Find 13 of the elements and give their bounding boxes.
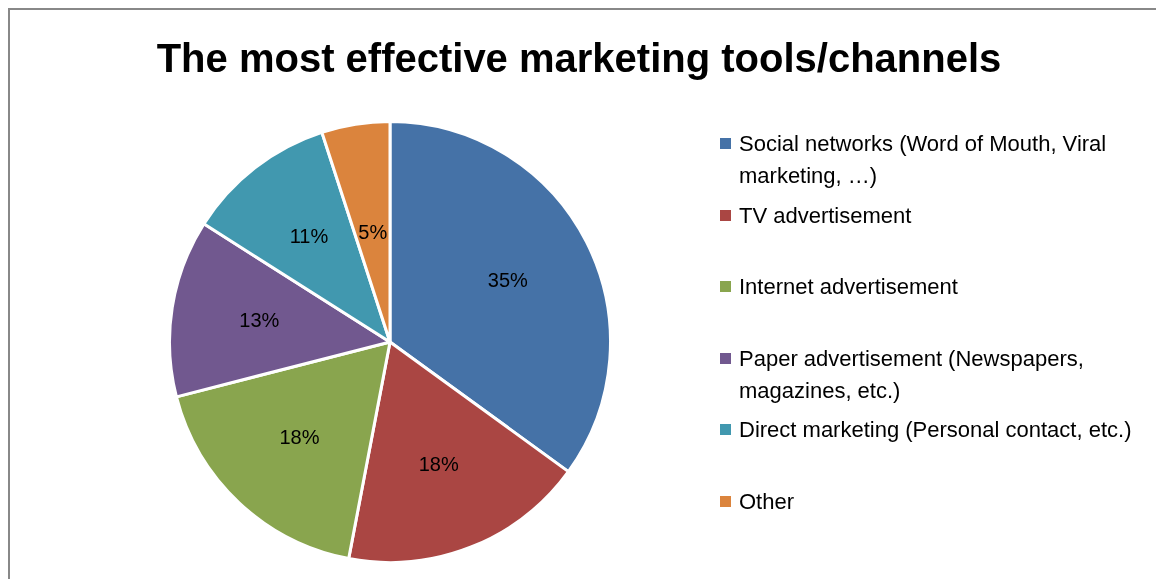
data-label: 13% — [239, 308, 280, 331]
legend-label: TV advertisement — [739, 201, 912, 230]
legend-label: Social networks (Word of Mouth, Viral marketing, …) — [739, 130, 1108, 190]
legend-label: Other — [739, 487, 795, 516]
legend-label: Direct marketing (Personal contact, etc.) — [739, 416, 1132, 444]
legend-label: Paper advertisement (Newspapers, magazines, etc.) — [739, 344, 1085, 405]
chart-title: The most effective marketing tools/channels — [155, 36, 1003, 81]
data-label: 5% — [358, 220, 388, 243]
data-label: 18% — [418, 452, 459, 475]
data-label: 35% — [487, 269, 529, 292]
legend-label: Internet advertisement — [739, 273, 958, 301]
data-label: 18% — [279, 425, 320, 448]
data-label: 11% — [289, 224, 329, 247]
